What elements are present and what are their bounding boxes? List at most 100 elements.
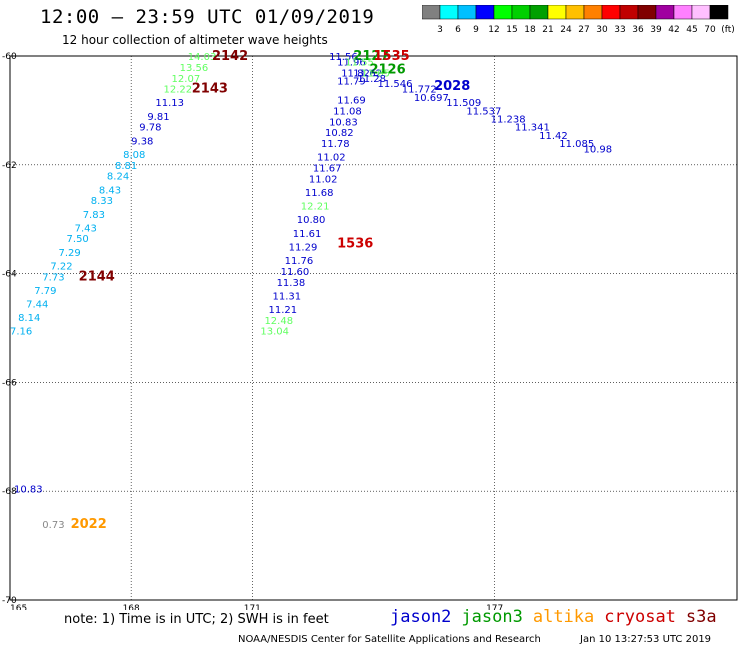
color-swatch [709,5,729,20]
wave-height-label: 12.22 [163,85,192,96]
legend-entry: altika [532,607,595,627]
color-scale-label: 33 [614,25,625,35]
color-scale-legend: 3 6 9 12 15 18 21 24 27 30 33 36 39 42 45 70 (ft) [422,5,734,35]
legend-entry: jason3 [461,607,523,627]
wave-height-label: 11.08 [333,106,362,117]
note-text: note: 1) Time is in UTC; 2) SWH is in fe… [64,612,329,627]
wave-height-label: 7.43 [75,223,97,234]
pass-id-label: 1536 [337,237,373,252]
wave-height-label: 10.83 [14,484,43,495]
plot-area: 165168171-174177-60-62-64-66-68-7011.562… [2,49,738,610]
wave-height-label: 13.04 [260,327,289,338]
wave-height-label: 11.62 [353,68,382,79]
color-scale-label: 21 [542,25,553,35]
pass-id-label: 2142 [212,49,248,64]
wave-height-label: 8.24 [107,172,129,183]
wave-height-label: 11.13 [155,98,184,109]
wave-height-label: 11.60 [281,267,310,278]
pass-id-label: 1535 [374,49,410,64]
wave-height-label: 11.085 [559,139,594,150]
wave-height-label: 8.43 [99,185,121,196]
pass-id-label: 2127 [353,49,389,64]
wave-height-label: 7.79 [34,286,56,297]
wave-height-label: 7.29 [58,248,80,259]
wave-height-label: 11.02 [309,174,338,185]
color-scale-label: 9 [473,25,479,35]
wave-height-label: 11.96 [337,57,366,68]
wave-height-label: 0.73 [42,520,64,531]
wave-height-label: 7.73 [42,272,64,283]
wave-height-label: 8.14 [18,313,40,324]
y-tick-label: -60 [2,52,17,62]
wave-height-label: 11.65 [361,68,390,79]
wave-height-label: 7.83 [83,210,105,221]
color-scale-label: 12 [488,25,499,35]
wave-height-label: 8.81 [115,161,137,172]
color-scale-label: 15 [506,25,517,35]
wave-height-label: 11.31 [273,291,302,302]
wave-height-label: 11.61 [293,229,322,240]
wave-height-label: 11.238 [491,115,526,126]
wave-height-label: 9.81 [147,112,169,123]
pass-id-label: 2143 [192,82,228,97]
plot-frame [9,55,738,601]
wave-height-label: 11.42 [539,131,568,142]
wave-height-label: 9.38 [131,136,153,147]
wave-height-label: 8.08 [123,150,145,161]
wave-height-label: 11.55 [345,57,374,68]
color-scale-label: 42 [668,25,679,35]
color-scale-label: 6 [455,25,461,35]
wave-height-label: 7.16 [10,327,32,338]
wave-height-label: 11.772 [402,85,437,96]
wave-height-label: 11.78 [321,139,350,150]
y-tick-label: -68 [2,487,17,497]
wave-height-label: 11.69 [337,96,366,107]
wave-height-label: 14.03 [188,52,217,63]
pass-id-label: 2028 [434,79,470,94]
x-tick-label: 165 [10,604,27,610]
wave-height-label: 10.80 [297,215,326,226]
wave-height-label: 11.21 [268,305,297,316]
pass-id-label: 2126 [369,63,405,78]
wave-height-label: 12.21 [301,202,330,213]
color-scale-label: 24 [560,25,572,35]
color-scale-label: 36 [632,25,644,35]
wave-height-label: 7.44 [26,300,48,311]
generation-timestamp: Jan 10 13:27:53 UTC 2019 [580,634,712,645]
wave-height-label: 10.697 [414,93,449,104]
legend-entry: s3a [685,607,717,627]
x-tick-label: 177 [486,604,503,610]
wave-height-label: 9.78 [139,123,161,134]
color-scale-label: 45 [686,25,697,35]
color-scale-label: 30 [596,25,608,35]
y-tick-label: -64 [2,270,17,280]
color-scale-label: 3 [437,25,443,35]
wave-height-label: 13.56 [180,63,209,74]
footer-credit: NOAA/NESDIS Center for Satellite Applica… [238,634,541,645]
legend-entry: jason2 [390,607,452,627]
wave-height-label: 12.48 [264,316,293,327]
wave-height-label: 11.38 [277,278,306,289]
wave-height-label: 11.28 [357,74,386,85]
y-tick-label: -70 [2,596,17,606]
pass-id-label: 2022 [71,517,107,532]
color-scale-label: 39 [650,25,662,35]
chart-subtitle: 12 hour collection of altimeter wave hei… [62,33,328,47]
legend-entry: cryosat [604,607,676,627]
wave-height-label: 11.537 [466,106,501,117]
wave-height-label: 11.546 [378,79,413,90]
color-scale-label: 70 [704,25,716,35]
y-tick-label: -62 [2,161,17,171]
wave-height-label: 11.509 [446,98,481,109]
color-scale-label: 27 [578,25,589,35]
wave-height-label: 11.29 [289,242,318,253]
wave-height-label: 7.22 [50,261,72,272]
y-tick-label: -66 [2,378,17,388]
wave-height-label: 10.82 [325,128,354,139]
wave-height-label: 11.341 [515,123,550,134]
color-scale-label: 18 [524,25,536,35]
x-tick-label: 168 [123,604,140,610]
wave-height-label: 11.79 [337,76,366,87]
pass-id-label: 2144 [79,269,115,284]
chart-title: 12:00 – 23:59 UTC 01/09/2019 [40,6,375,28]
